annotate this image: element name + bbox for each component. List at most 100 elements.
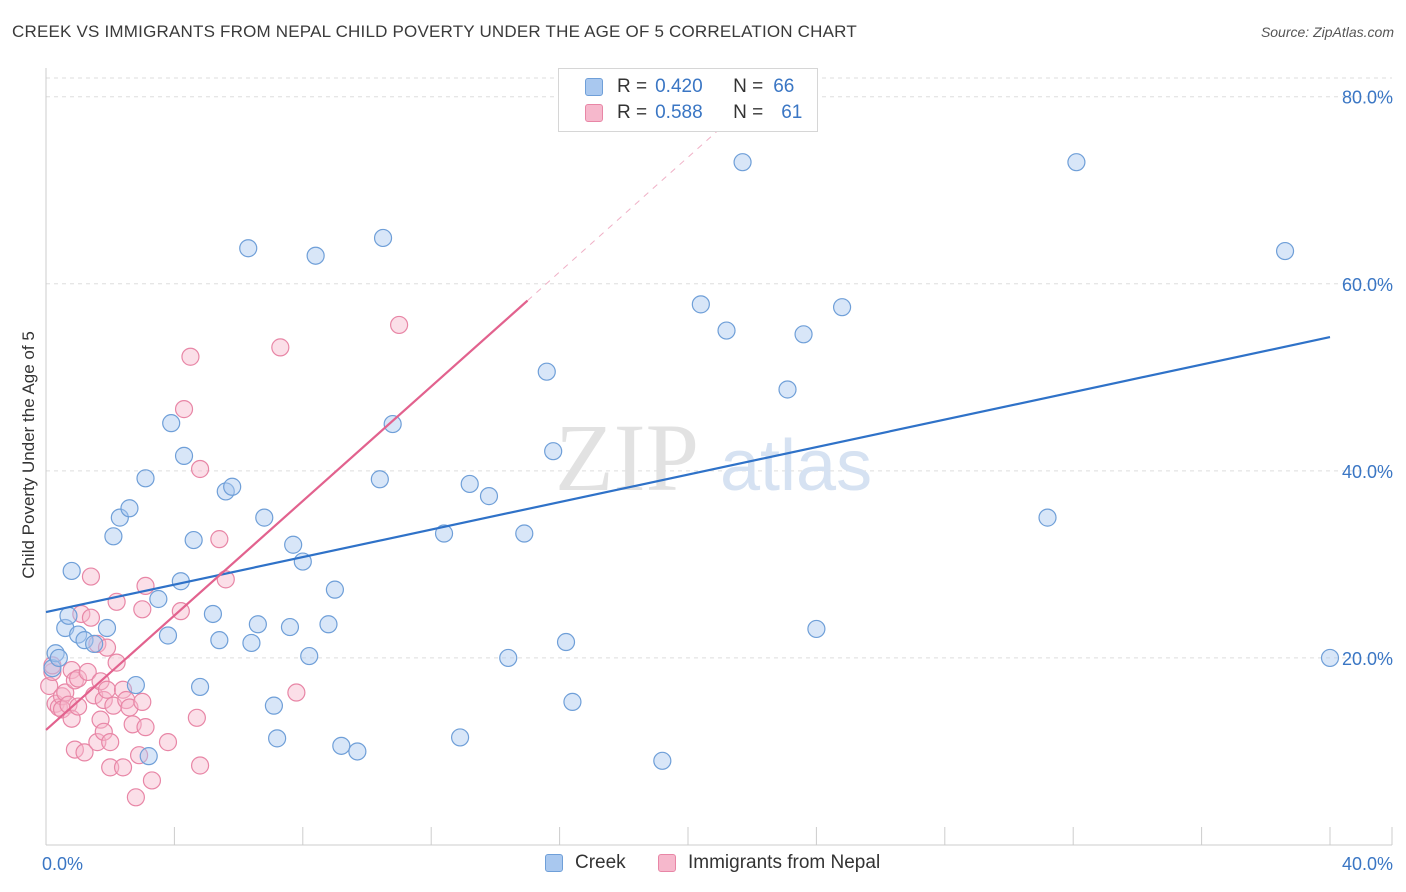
legend-row-nepal: R = 0.588 N = 61 <box>585 100 802 126</box>
data-point-creek <box>190 677 210 697</box>
data-point-nepal <box>81 608 101 627</box>
data-point-nepal <box>94 690 113 710</box>
trend-lines <box>45 128 1331 731</box>
series-creek-points <box>43 153 1340 770</box>
legend-row-creek: R = 0.420 N = 66 <box>585 74 794 100</box>
data-point-creek <box>174 446 194 465</box>
data-point-creek <box>223 477 242 496</box>
bottom-legend-nepal: Immigrants from Nepal <box>658 852 880 874</box>
data-point-nepal <box>287 683 306 702</box>
data-point-creek <box>479 487 499 506</box>
x-tick-label: 40.0% <box>1342 854 1393 874</box>
data-point-creek <box>184 530 203 550</box>
data-point-creek <box>97 618 117 638</box>
data-point-creek <box>807 619 826 639</box>
data-point-creek <box>280 617 300 637</box>
data-point-nepal <box>78 662 97 682</box>
data-point-nepal <box>81 567 101 586</box>
data-point-creek <box>306 246 325 265</box>
watermark-zip: ZIP <box>555 404 699 511</box>
data-point-nepal <box>107 653 126 672</box>
y-tick-label: 40.0% <box>1342 462 1393 482</box>
data-point-creek <box>75 631 94 650</box>
data-point-creek <box>264 696 284 715</box>
data-point-nepal <box>390 315 409 335</box>
data-point-nepal <box>187 708 206 727</box>
data-point-creek <box>59 606 78 625</box>
y-tick-label: 20.0% <box>1342 649 1393 669</box>
data-point-creek <box>158 626 178 645</box>
legend-r-value: 0.588 <box>655 102 703 123</box>
legend-n-label: N = <box>733 102 764 123</box>
data-point-nepal <box>142 771 162 790</box>
data-point-nepal <box>158 733 178 752</box>
data-point-nepal <box>94 722 113 741</box>
legend-r-value: 0.420 <box>655 76 703 97</box>
data-point-nepal <box>97 680 117 699</box>
data-point-creek <box>434 524 454 543</box>
legend-n-value: 61 <box>781 102 803 123</box>
data-point-nepal <box>133 600 152 619</box>
data-point-creek <box>499 648 518 668</box>
data-point-nepal <box>129 746 149 765</box>
data-point-creek <box>515 524 534 543</box>
data-point-nepal <box>40 676 59 696</box>
trend-line-nepal-extension <box>527 128 721 301</box>
data-point-creek <box>126 675 145 695</box>
data-point-creek <box>248 615 267 634</box>
data-point-nepal <box>271 338 290 357</box>
data-point-creek <box>332 736 351 755</box>
watermark: ZIP atlas <box>555 404 872 511</box>
data-point-creek <box>1275 241 1295 261</box>
trend-line-nepal <box>45 299 529 731</box>
legend-r-label: R = <box>617 76 648 97</box>
data-point-nepal <box>88 733 107 752</box>
data-point-creek <box>373 228 393 248</box>
bottom-legend-nepal-label: Immigrants from Nepal <box>688 852 881 873</box>
data-point-nepal <box>113 758 133 777</box>
bottom-swatch-nepal <box>658 854 676 872</box>
data-point-creek <box>284 535 303 554</box>
correlation-legend: R = 0.420 N = 66 R = 0.588 N = 61 <box>558 68 818 132</box>
data-point-creek <box>325 580 344 599</box>
data-point-creek <box>255 508 274 527</box>
data-point-creek <box>242 633 261 653</box>
data-point-creek <box>49 648 68 668</box>
data-point-creek <box>319 615 338 634</box>
data-point-creek <box>544 442 563 461</box>
bottom-legend-creek-label: Creek <box>575 852 626 873</box>
data-point-creek <box>537 362 556 381</box>
data-point-creek <box>832 298 852 317</box>
legend-n-label: N = <box>733 76 764 97</box>
data-point-nepal <box>75 743 94 762</box>
data-point-creek <box>1067 153 1086 172</box>
data-point-creek <box>717 321 736 340</box>
axes <box>45 68 1393 846</box>
data-point-creek <box>203 604 223 624</box>
legend-swatch-creek <box>585 78 603 96</box>
data-point-nepal <box>68 697 88 716</box>
data-point-creek <box>85 634 104 653</box>
data-point-creek <box>778 380 797 399</box>
watermark-atlas: atlas <box>720 426 872 506</box>
data-point-nepal <box>65 671 84 690</box>
data-point-creek <box>348 742 367 761</box>
data-point-creek <box>139 747 158 766</box>
data-point-creek <box>268 729 287 748</box>
data-point-creek <box>370 470 389 489</box>
legend-swatch-nepal <box>585 104 603 122</box>
data-point-nepal <box>126 788 145 807</box>
data-point-nepal <box>190 756 210 775</box>
y-tick-label: 80.0% <box>1342 88 1393 108</box>
data-point-creek <box>1038 508 1057 527</box>
bottom-legend-creek: Creek <box>545 852 626 874</box>
data-point-nepal <box>68 669 88 688</box>
data-point-creek <box>43 659 62 678</box>
legend-n-value: 66 <box>773 76 795 97</box>
data-point-creek <box>136 469 155 488</box>
series-nepal-points <box>40 315 409 807</box>
data-point-creek <box>239 239 258 258</box>
data-point-creek <box>794 325 813 344</box>
chart-title: CREEK VS IMMIGRANTS FROM NEPAL CHILD POV… <box>12 22 857 41</box>
data-point-creek <box>691 295 710 314</box>
